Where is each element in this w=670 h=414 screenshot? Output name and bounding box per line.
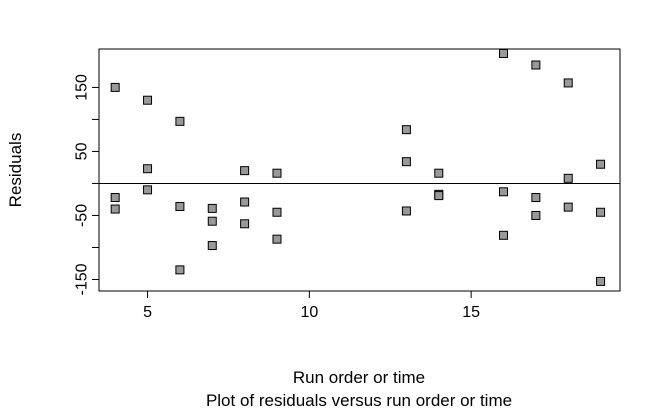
data-point xyxy=(531,210,541,220)
data-point xyxy=(272,207,282,217)
data-point xyxy=(499,230,509,240)
data-point xyxy=(563,173,573,183)
data-point xyxy=(401,157,411,167)
plot-subtitle: Plot of residuals versus run order or ti… xyxy=(206,391,512,410)
x-tick-label: 10 xyxy=(300,304,318,321)
data-point xyxy=(143,95,153,105)
x-axis: 5 10 15 xyxy=(143,291,480,321)
data-point xyxy=(110,82,120,92)
data-point xyxy=(143,164,153,174)
y-tick-label: 150 xyxy=(74,74,91,101)
data-point xyxy=(207,203,217,213)
plot-frame xyxy=(98,48,621,292)
y-axis-label: Residuals xyxy=(6,133,25,208)
data-point xyxy=(434,168,444,178)
data-point xyxy=(272,234,282,244)
y-tick-label: 50 xyxy=(74,142,91,160)
data-points xyxy=(110,48,606,286)
data-point xyxy=(175,201,185,211)
data-point xyxy=(240,197,250,207)
x-tick-label: 5 xyxy=(143,304,152,321)
data-point xyxy=(240,219,250,229)
data-point xyxy=(401,125,411,135)
data-point xyxy=(563,78,573,88)
data-point xyxy=(110,193,120,203)
y-tick-label: -50 xyxy=(74,204,91,227)
data-point xyxy=(531,60,541,70)
data-point xyxy=(563,202,573,212)
data-point xyxy=(175,265,185,275)
data-point xyxy=(499,48,509,58)
data-point xyxy=(596,207,606,217)
data-point xyxy=(272,168,282,178)
data-point xyxy=(110,204,120,214)
data-point xyxy=(207,216,217,226)
data-point xyxy=(240,166,250,176)
data-point xyxy=(143,185,153,195)
y-axis: -150 -50 50 150 xyxy=(74,74,99,295)
x-tick-label: 15 xyxy=(462,304,480,321)
data-point xyxy=(596,276,606,286)
data-point xyxy=(207,241,217,251)
data-point xyxy=(531,193,541,203)
x-axis-label: Run order or time xyxy=(293,368,425,387)
data-point xyxy=(434,191,444,201)
data-point xyxy=(596,159,606,169)
data-point xyxy=(499,187,509,197)
data-point xyxy=(175,116,185,126)
data-point xyxy=(401,206,411,216)
y-tick-label: -150 xyxy=(74,263,91,295)
